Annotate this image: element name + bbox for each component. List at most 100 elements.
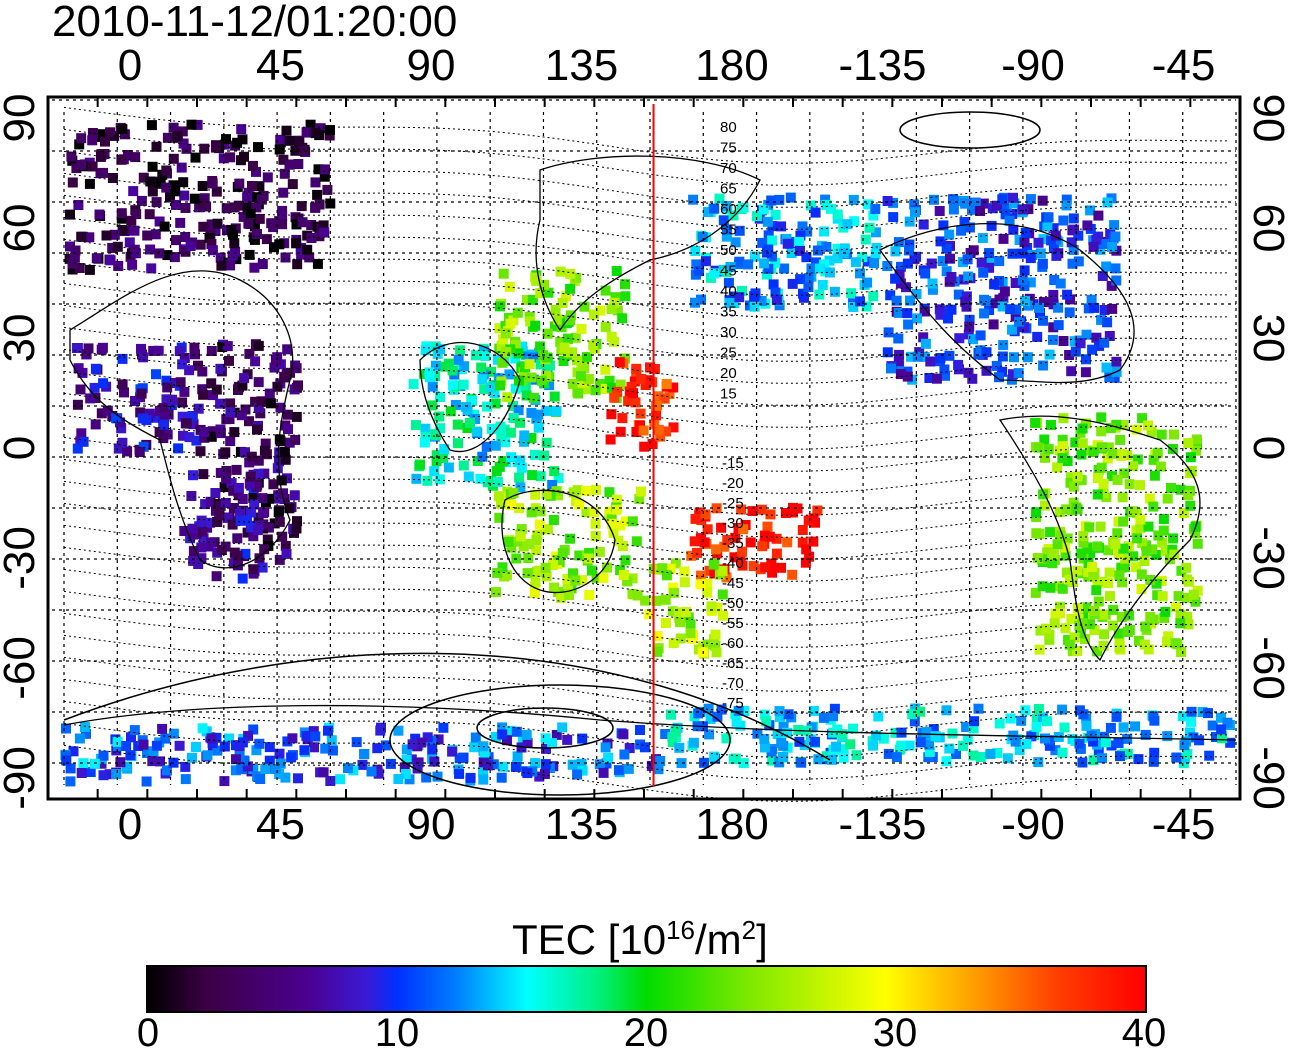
tec-cell xyxy=(236,124,247,135)
tec-cell xyxy=(376,722,386,733)
tec-cell xyxy=(215,500,226,511)
tec-cell xyxy=(638,425,649,436)
tec-cell xyxy=(517,341,528,352)
tec-cell xyxy=(674,742,685,753)
tec-cell xyxy=(284,159,295,170)
tec-cell xyxy=(98,378,109,389)
tec-cell xyxy=(67,258,78,269)
tec-cell xyxy=(257,493,268,504)
tec-cell xyxy=(506,452,517,463)
coastline xyxy=(535,155,761,332)
tec-cell xyxy=(498,456,509,467)
tec-cell xyxy=(1175,609,1186,620)
colorbar-title: TEC [1016/m2] xyxy=(512,906,768,964)
tec-cell xyxy=(1057,434,1068,445)
tec-cell xyxy=(262,172,273,183)
tec-cell xyxy=(576,758,587,769)
tec-cell xyxy=(1130,721,1141,732)
tec-cell xyxy=(1144,493,1155,504)
tec-cell xyxy=(1148,756,1159,767)
tec-cell xyxy=(1009,198,1020,209)
tec-cell xyxy=(1115,434,1126,445)
tec-cell xyxy=(1082,220,1093,231)
tec-cell xyxy=(1092,578,1103,589)
tec-cell xyxy=(968,723,979,734)
tec-cell xyxy=(774,757,785,768)
tec-cell xyxy=(290,434,301,445)
tec-cell xyxy=(221,203,232,214)
tec-cell xyxy=(138,441,149,452)
tec-cell xyxy=(652,631,663,642)
tec-cell xyxy=(954,333,965,344)
tec-cell xyxy=(928,724,939,735)
tec-cell xyxy=(1037,581,1048,592)
tec-cell xyxy=(1181,562,1192,573)
tec-cell xyxy=(1031,721,1042,732)
tec-cell xyxy=(310,731,321,742)
tec-cell xyxy=(526,507,537,518)
magnetic-contour xyxy=(63,480,1228,538)
colorbar-title-end: ] xyxy=(756,916,768,963)
tec-cell xyxy=(1122,733,1133,744)
tec-cell xyxy=(248,764,259,774)
tec-cell xyxy=(78,758,89,769)
tec-cell xyxy=(286,752,297,763)
tec-cell xyxy=(172,131,183,142)
tec-cell xyxy=(393,774,404,784)
tec-cell xyxy=(1105,591,1115,602)
tec-cell xyxy=(797,221,808,232)
contour-label-south: -15 xyxy=(722,455,744,472)
tec-cell xyxy=(535,471,546,482)
tec-cell xyxy=(600,364,611,375)
tec-cell xyxy=(526,372,537,383)
tec-cell xyxy=(1122,748,1133,759)
tec-cell xyxy=(279,168,290,179)
tec-cell xyxy=(302,244,313,255)
tec-cell xyxy=(211,571,222,582)
tec-cell xyxy=(1211,732,1221,742)
tec-cell xyxy=(249,499,260,510)
tec-cell xyxy=(162,250,173,261)
tec-cell xyxy=(587,565,597,576)
tec-cell xyxy=(1022,243,1033,253)
tec-cell xyxy=(702,578,713,589)
tec-cell xyxy=(901,282,911,293)
tec-cell xyxy=(603,752,614,763)
tec-cell xyxy=(1124,624,1135,635)
tec-cell xyxy=(495,421,506,432)
tec-cell xyxy=(366,766,377,777)
tec-cell xyxy=(600,322,611,333)
tec-cell xyxy=(541,437,552,448)
tec-cell xyxy=(772,729,783,739)
contour-label-south: -30 xyxy=(722,515,744,532)
tec-cell xyxy=(961,291,972,302)
tec-cell xyxy=(795,230,806,241)
tec-cell xyxy=(496,431,507,442)
tec-cell xyxy=(999,286,1010,297)
tec-cell xyxy=(1106,280,1117,291)
tec-cell xyxy=(1099,731,1110,742)
tec-cell xyxy=(1104,331,1115,341)
tec-cell xyxy=(524,538,535,549)
tec-cell xyxy=(1010,736,1021,747)
tec-cell xyxy=(1116,612,1127,623)
tec-cell xyxy=(304,252,315,263)
tec-cell xyxy=(1098,488,1109,499)
tec-cell xyxy=(404,774,415,785)
tec-cell xyxy=(240,447,250,458)
tec-cell xyxy=(998,340,1009,351)
tec-cell xyxy=(193,360,203,371)
tec-cell xyxy=(91,253,102,264)
tec-cell xyxy=(542,524,553,535)
tec-cell xyxy=(1140,621,1151,632)
tec-cell xyxy=(278,154,289,165)
tec-cell xyxy=(598,767,609,778)
tec-cell xyxy=(189,193,200,204)
tec-cell xyxy=(725,262,736,272)
tec-cell xyxy=(225,436,236,447)
tec-cell xyxy=(168,122,179,133)
tec-cell xyxy=(420,423,431,434)
tec-cell xyxy=(171,199,181,210)
tec-cell xyxy=(640,595,651,606)
tec-cell xyxy=(1048,223,1059,234)
